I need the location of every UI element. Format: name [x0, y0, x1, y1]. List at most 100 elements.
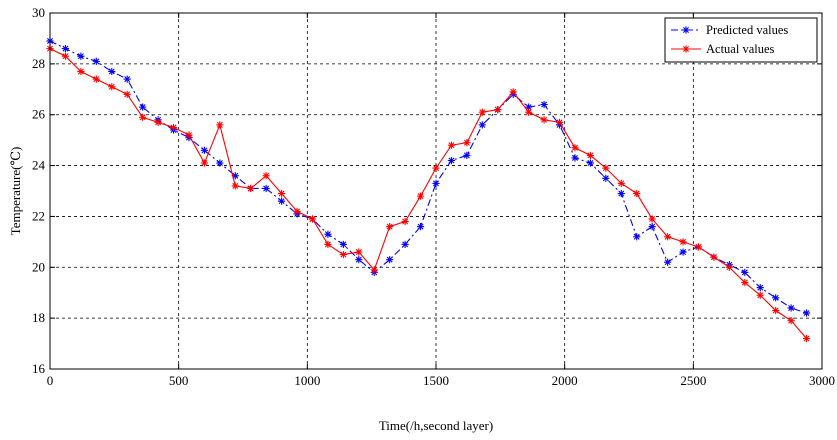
legend-box [664, 17, 818, 63]
legend-marker [682, 45, 690, 53]
data-point [416, 192, 425, 200]
data-point [262, 184, 270, 193]
data-point [725, 263, 733, 271]
data-point [169, 123, 178, 132]
data-point [772, 294, 780, 302]
data-point [633, 189, 641, 198]
y-tick-label: 30 [32, 5, 45, 20]
data-point [509, 88, 517, 96]
data-point [447, 156, 456, 165]
data-point [185, 131, 193, 139]
data-point [463, 139, 471, 147]
data-point [571, 154, 579, 162]
data-point [293, 207, 301, 215]
data-point [540, 116, 548, 124]
data-point [710, 253, 718, 261]
data-point [355, 248, 363, 256]
data-point [525, 108, 533, 116]
data-point [123, 90, 131, 98]
data-point [602, 164, 610, 172]
data-point [432, 179, 440, 187]
data-point [324, 230, 332, 238]
y-tick-label: 20 [32, 259, 45, 274]
data-point [555, 118, 564, 126]
data-point [355, 256, 363, 264]
y-axis-label: Temperature(℃) [8, 147, 23, 236]
y-tick-label: 16 [32, 361, 46, 376]
data-point [77, 67, 85, 76]
x-tick-label: 3000 [809, 373, 835, 388]
y-tick-label: 26 [32, 107, 46, 122]
data-point [139, 113, 147, 121]
data-point [586, 151, 594, 159]
data-point [494, 106, 502, 114]
data-point [416, 223, 425, 231]
data-point [586, 159, 594, 167]
data-point [339, 250, 347, 259]
legend-label: Predicted values [706, 23, 788, 37]
data-point [247, 184, 255, 193]
grid-lines [50, 13, 822, 369]
data-point [633, 233, 641, 241]
data-point [108, 67, 116, 76]
data-point [401, 217, 409, 226]
data-point [123, 75, 131, 83]
data-point [386, 223, 394, 231]
data-point [370, 266, 378, 274]
data-point [802, 334, 811, 343]
series-predicted [46, 37, 811, 317]
data-point [108, 83, 116, 91]
data-point [756, 291, 764, 299]
data-point [648, 215, 656, 223]
data-point [463, 151, 471, 159]
data-point [200, 159, 208, 167]
y-tick-label: 22 [32, 208, 45, 223]
data-point [200, 146, 208, 154]
data-point [92, 75, 100, 83]
data-point [61, 52, 70, 60]
x-tick-label: 1500 [423, 373, 449, 388]
axis-ticks: 0 500 1000 1500 2000 2500 3000 16 18 20 22 24 26 28 30 [32, 5, 835, 388]
x-tick-label: 2500 [680, 373, 706, 388]
data-point [216, 121, 224, 129]
data-point [617, 189, 625, 198]
data-point [602, 174, 610, 182]
data-point [77, 52, 85, 60]
data-point [802, 309, 811, 317]
y-tick-label: 18 [32, 310, 45, 325]
data-point [447, 141, 456, 149]
data-point [308, 215, 317, 223]
data-point [154, 118, 162, 126]
legend-entry: Actual values [671, 42, 775, 56]
data-point [478, 121, 486, 129]
x-tick-label: 1000 [294, 373, 320, 388]
legend-label: Actual values [706, 42, 775, 56]
data-point [278, 197, 286, 205]
data-point [694, 243, 703, 251]
x-tick-label: 0 [47, 373, 54, 388]
data-point [339, 240, 347, 248]
legend-marker [682, 26, 690, 34]
data-point [787, 317, 795, 325]
x-tick-label: 2000 [552, 373, 578, 388]
data-point [61, 45, 70, 53]
legend: Predicted values Actual values [664, 17, 818, 63]
data-point [262, 172, 270, 180]
data-point [772, 306, 780, 315]
x-axis-label: Time(/h,second layer) [379, 418, 493, 433]
data-point [278, 189, 286, 198]
data-point [679, 248, 687, 256]
data-point [432, 164, 440, 172]
y-tick-label: 24 [32, 158, 46, 173]
data-point [571, 144, 579, 152]
data-point [401, 240, 409, 248]
series-actual [46, 45, 811, 343]
data-point [664, 233, 672, 241]
data-point [756, 284, 764, 292]
data-point [787, 304, 795, 312]
series-line [49, 48, 807, 339]
data-point [324, 240, 332, 248]
legend-entry: Predicted values [671, 23, 788, 37]
